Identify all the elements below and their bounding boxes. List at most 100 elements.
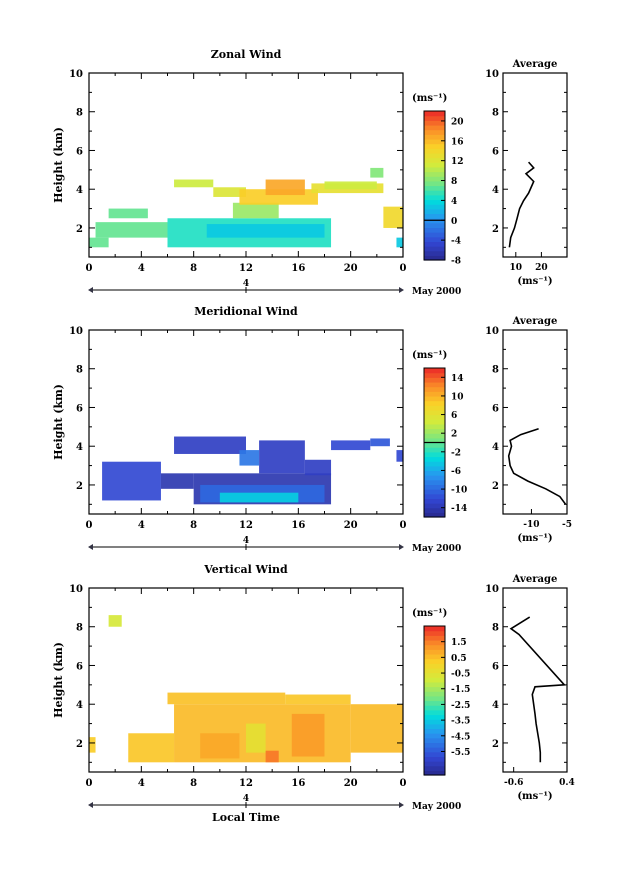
colorbar-band xyxy=(424,246,445,252)
heatmap-cell xyxy=(350,704,403,753)
heatmap-cell xyxy=(396,237,403,248)
colorbar-band xyxy=(424,162,445,168)
colorbar-band xyxy=(424,639,445,646)
colorbar-tick-label: 1.5 xyxy=(451,638,467,648)
colorbar-band xyxy=(424,686,445,692)
colorbar-band xyxy=(424,691,445,697)
heatmap-cell xyxy=(304,459,332,476)
date-label: May 2000 xyxy=(412,287,461,297)
heatmap-cell xyxy=(174,436,246,454)
x-tick-label: 20 xyxy=(344,778,358,789)
heatmap-cell xyxy=(232,202,279,219)
y-axis-label: Height (km) xyxy=(52,384,65,460)
panel-title: Zonal Wind xyxy=(211,48,282,61)
colorbar-band xyxy=(424,756,445,762)
colorbar-tick-label: -3.5 xyxy=(451,717,470,727)
colorbar-band xyxy=(424,653,445,660)
colorbar-band xyxy=(424,213,445,219)
colorbar-band xyxy=(424,428,445,434)
colorbar-band xyxy=(424,451,445,458)
colorbar-tick-label: -2.5 xyxy=(451,701,470,711)
colorbar-band xyxy=(424,437,445,444)
colorbar-band xyxy=(424,479,445,486)
colorbar-band xyxy=(424,386,445,392)
heatmap-cell xyxy=(265,179,305,196)
heatmap-cell xyxy=(160,473,194,489)
x-tick-label: 4 xyxy=(138,778,145,789)
colorbar-band xyxy=(424,728,445,734)
colorbar-band xyxy=(424,400,445,406)
heatmap-cell xyxy=(219,492,299,503)
y-axis-label: Height (km) xyxy=(52,127,65,203)
colorbar-band xyxy=(424,120,445,126)
colorbar-band xyxy=(424,227,445,233)
profile-frame xyxy=(502,329,568,515)
colorbar-tick-label: -10 xyxy=(451,486,467,496)
colorbar-band xyxy=(424,152,445,159)
x-tick-label: 12 xyxy=(239,778,253,789)
heatmap-cell xyxy=(108,615,122,627)
colorbar-tick-label: -6 xyxy=(451,467,461,477)
profile-x-tick-label: -5 xyxy=(562,520,572,530)
y-tick-label: 8 xyxy=(76,365,83,376)
profile-y-tick-label: 6 xyxy=(492,661,499,672)
profile-y-tick-label: 10 xyxy=(485,584,499,595)
colorbar-band xyxy=(424,719,445,725)
colorbar-band xyxy=(424,442,445,448)
colorbar-band xyxy=(424,194,445,201)
colorbar-tick-label: -14 xyxy=(451,504,467,514)
profile-y-tick-label: 8 xyxy=(492,365,499,376)
colorbar-band xyxy=(424,176,445,182)
colorbar-band xyxy=(424,381,445,388)
profile-y-tick-label: 2 xyxy=(492,739,499,750)
colorbar-tick-label: -4.5 xyxy=(451,732,470,742)
heatmap-cell xyxy=(102,461,161,501)
heatmap-cell xyxy=(206,224,325,238)
colorbar-band xyxy=(424,626,445,632)
heatmap-cell xyxy=(213,187,246,197)
y-tick-label: 10 xyxy=(69,69,83,80)
colorbar-band xyxy=(424,723,445,730)
profile-y-tick-label: 8 xyxy=(492,623,499,634)
colorbar-band xyxy=(424,733,445,739)
x-tick-label: 8 xyxy=(190,778,197,789)
profile-x-tick-label: 20 xyxy=(535,263,548,273)
x-tick-label: 8 xyxy=(190,263,197,274)
colorbar-band xyxy=(424,695,445,702)
heatmap-cell xyxy=(89,237,109,248)
x-tick-label: 0 xyxy=(86,778,93,789)
heatmap-cell xyxy=(167,692,286,705)
colorbar-band xyxy=(424,166,445,173)
heatmap-cell xyxy=(259,440,305,474)
heatmap-cell xyxy=(174,179,214,188)
colorbar-tick-label: 4 xyxy=(451,197,457,207)
x-tick-label: 20 xyxy=(344,520,358,531)
colorbar-band xyxy=(424,115,445,121)
colorbar-band xyxy=(424,658,445,664)
profile-y-tick-label: 4 xyxy=(492,442,499,453)
x-tick-label: 4 xyxy=(138,520,145,531)
colorbar-band xyxy=(424,512,445,518)
colorbar-band xyxy=(424,677,445,683)
colorbar-band xyxy=(424,765,445,771)
colorbar-band xyxy=(424,700,445,706)
colorbar-band xyxy=(424,236,445,242)
colorbar-band xyxy=(424,709,445,716)
colorbar-band xyxy=(424,138,445,145)
x-tick-label: 16 xyxy=(291,263,305,274)
colorbar-band xyxy=(424,372,445,378)
y-tick-label: 4 xyxy=(76,185,83,196)
x-tick-label: 0 xyxy=(400,778,407,789)
colorbar-tick-label: 8 xyxy=(451,177,457,187)
colorbar-band xyxy=(424,489,445,495)
colorbar-band xyxy=(424,498,445,504)
date-bar-end-icon xyxy=(399,802,404,808)
profile-y-tick-label: 10 xyxy=(485,69,499,80)
colorbar-band xyxy=(424,199,445,205)
heatmap-cell xyxy=(128,733,175,763)
colorbar-tick-label: -8 xyxy=(451,257,461,267)
date-marker: 4 xyxy=(243,279,249,289)
x-tick-label: 20 xyxy=(344,263,358,274)
